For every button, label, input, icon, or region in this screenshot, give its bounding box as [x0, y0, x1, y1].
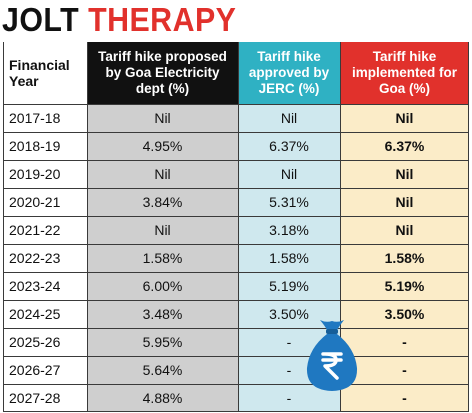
- table-row: 2020-21 3.84% 5.31% Nil: [3, 188, 469, 216]
- cell-proposed: 3.84%: [87, 188, 238, 216]
- cell-implemented: -: [340, 356, 469, 384]
- cell-year: 2018-19: [3, 132, 87, 160]
- cell-approved: 5.31%: [238, 188, 340, 216]
- cell-proposed: 1.58%: [87, 244, 238, 272]
- header-financial-year: Financial Year: [3, 42, 87, 104]
- cell-year: 2019-20: [3, 160, 87, 188]
- cell-implemented: 1.58%: [340, 244, 469, 272]
- table-border-bottom: [3, 411, 469, 412]
- column-divider: [340, 42, 341, 412]
- cell-year: 2020-21: [3, 188, 87, 216]
- row-divider: [3, 384, 469, 385]
- row-divider: [3, 188, 469, 189]
- cell-year: 2022-23: [3, 244, 87, 272]
- row-divider: [3, 104, 469, 105]
- cell-year: 2021-22: [3, 216, 87, 244]
- cell-implemented: 5.19%: [340, 272, 469, 300]
- header-approved: Tariff hike approved by JERC (%): [238, 42, 340, 104]
- cell-proposed: 3.48%: [87, 300, 238, 328]
- header-proposed: Tariff hike proposed by Goa Electricity …: [87, 42, 238, 104]
- table-row: 2021-22 Nil 3.18% Nil: [3, 216, 469, 244]
- cell-implemented: Nil: [340, 216, 469, 244]
- cell-approved: 3.18%: [238, 216, 340, 244]
- cell-proposed: 5.95%: [87, 328, 238, 356]
- row-divider: [3, 132, 469, 133]
- cell-implemented: 3.50%: [340, 300, 469, 328]
- row-divider: [3, 216, 469, 217]
- cell-proposed: Nil: [87, 104, 238, 132]
- cell-implemented: Nil: [340, 104, 469, 132]
- row-divider: [3, 328, 469, 329]
- cell-year: 2026-27: [3, 356, 87, 384]
- cell-implemented: -: [340, 384, 469, 412]
- cell-year: 2024-25: [3, 300, 87, 328]
- row-divider: [3, 356, 469, 357]
- table-row: 2019-20 Nil Nil Nil: [3, 160, 469, 188]
- cell-approved: Nil: [238, 160, 340, 188]
- cell-proposed: Nil: [87, 216, 238, 244]
- table-border-right: [468, 42, 469, 412]
- row-divider: [3, 272, 469, 273]
- table-row: 2022-23 1.58% 1.58% 1.58%: [3, 244, 469, 272]
- table-row: 2017-18 Nil Nil Nil: [3, 104, 469, 132]
- row-divider: [3, 160, 469, 161]
- cell-year: 2027-28: [3, 384, 87, 412]
- column-divider: [87, 42, 88, 412]
- table-row: 2024-25 3.48% 3.50% 3.50%: [3, 300, 469, 328]
- table-row: 2026-27 5.64% - -: [3, 356, 469, 384]
- title-word-therapy: THERAPY: [88, 1, 237, 38]
- row-divider: [3, 300, 469, 301]
- cell-approved: 1.58%: [238, 244, 340, 272]
- cell-implemented: -: [340, 328, 469, 356]
- column-divider: [238, 42, 239, 412]
- cell-proposed: 6.00%: [87, 272, 238, 300]
- cell-year: 2025-26: [3, 328, 87, 356]
- table-border-left: [3, 42, 4, 412]
- cell-proposed: Nil: [87, 160, 238, 188]
- cell-proposed: 5.64%: [87, 356, 238, 384]
- cell-implemented: Nil: [340, 160, 469, 188]
- cell-approved: 6.37%: [238, 132, 340, 160]
- cell-approved: 5.19%: [238, 272, 340, 300]
- rupee-money-bag-icon: [306, 320, 358, 391]
- cell-implemented: Nil: [340, 188, 469, 216]
- table-row: 2027-28 4.88% - -: [3, 384, 469, 412]
- title-word-jolt: JOLT: [2, 1, 80, 38]
- table-row: 2025-26 5.95% - -: [3, 328, 469, 356]
- tariff-table: Financial Year Tariff hike proposed by G…: [3, 42, 469, 412]
- table-row: 2018-19 4.95% 6.37% 6.37%: [3, 132, 469, 160]
- cell-proposed: 4.88%: [87, 384, 238, 412]
- row-divider: [3, 244, 469, 245]
- infographic-title: JOLT THERAPY: [2, 2, 236, 38]
- cell-approved: Nil: [238, 104, 340, 132]
- header-implemented: Tariff hike implemented for Goa (%): [340, 42, 469, 104]
- cell-proposed: 4.95%: [87, 132, 238, 160]
- cell-year: 2017-18: [3, 104, 87, 132]
- cell-year: 2023-24: [3, 272, 87, 300]
- cell-implemented: 6.37%: [340, 132, 469, 160]
- table-row: 2023-24 6.00% 5.19% 5.19%: [3, 272, 469, 300]
